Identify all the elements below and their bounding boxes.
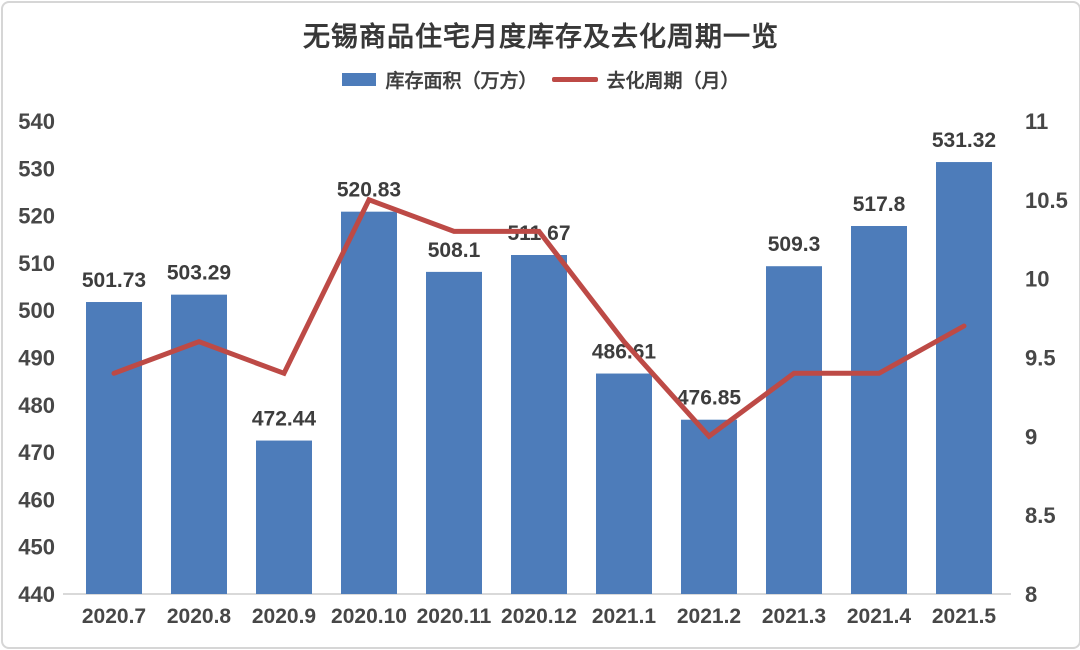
left-axis-tick-470: 470 (18, 440, 55, 465)
right-axis-tick-8.5: 8.5 (1025, 503, 1056, 528)
right-axis-tick-10: 10 (1025, 267, 1049, 292)
bar-2020.7 (86, 302, 142, 594)
legend-item-cycle: 去化周期（月） (551, 66, 740, 93)
left-axis-tick-540: 540 (18, 109, 55, 134)
x-axis-label-2021.3: 2021.3 (762, 605, 826, 628)
left-axis-tick-500: 500 (18, 298, 55, 323)
left-axis-tick-480: 480 (18, 393, 55, 418)
left-axis-tick-510: 510 (18, 251, 55, 276)
bar-label-2020.9: 472.44 (252, 408, 317, 431)
bar-2021.4 (851, 226, 907, 595)
x-axis-label-2020.11: 2020.11 (417, 605, 492, 628)
bar-2021.1 (596, 373, 652, 594)
legend-label-inventory: 库存面积（万方） (385, 71, 538, 92)
left-axis-tick-440: 440 (18, 582, 55, 607)
bar-swatch-icon (342, 73, 377, 86)
x-axis-label-2020.12: 2020.12 (501, 605, 577, 628)
bar-label-2020.7: 501.73 (82, 269, 146, 292)
bar-label-2021.3: 509.3 (768, 233, 821, 256)
bar-label-2020.8: 503.29 (167, 262, 231, 285)
right-axis-tick-9.5: 9.5 (1025, 346, 1056, 371)
right-axis-tick-8: 8 (1025, 582, 1037, 607)
legend-item-inventory: 库存面积（万方） (342, 66, 538, 93)
bar-label-2020.11: 508.1 (428, 239, 481, 262)
x-axis-label-2020.8: 2020.8 (167, 605, 232, 628)
left-axis-tick-460: 460 (18, 487, 55, 512)
bar-2020.9 (256, 440, 312, 594)
bar-label-2020.10: 520.83 (337, 179, 401, 202)
legend: 库存面积（万方） 去化周期（月） (3, 66, 1079, 93)
bar-2020.8 (171, 294, 227, 594)
bar-2020.12 (511, 255, 567, 594)
x-axis-label-2020.9: 2020.9 (252, 605, 316, 628)
bar-2021.5 (936, 162, 992, 594)
chart-title: 无锡商品住宅月度库存及去化周期一览 (303, 22, 779, 52)
x-axis-label-2020.7: 2020.7 (82, 605, 146, 628)
bar-label-2021.2: 476.85 (677, 387, 742, 410)
legend-label-cycle: 去化周期（月） (606, 71, 740, 92)
line-swatch-icon (551, 77, 598, 82)
destocking-cycle-line (111, 196, 967, 440)
combo-chart-plot: 540 530 520 510 500 490 480 470 460 450 440 11 10.5 1… (18, 109, 1068, 628)
x-axis-label-2021.4: 2021.4 (847, 605, 912, 628)
x-axis-label-2020.10: 2020.10 (331, 605, 407, 628)
bar-2021.3 (766, 266, 822, 594)
right-axis-tick-10.5: 10.5 (1025, 188, 1068, 213)
bar-2020.11 (426, 271, 482, 594)
bar-2020.10 (341, 211, 397, 594)
right-axis-tick-11: 11 (1025, 109, 1048, 134)
left-axis-tick-450: 450 (18, 535, 55, 560)
right-axis-tick-9: 9 (1025, 424, 1037, 449)
left-axis-tick-520: 520 (18, 204, 55, 229)
x-axis-label-2021.2: 2021.2 (677, 605, 741, 628)
bar-2021.2 (681, 419, 737, 594)
x-axis-label-2021.1: 2021.1 (592, 605, 657, 628)
left-axis-tick-530: 530 (18, 156, 55, 181)
x-axis-label-2021.5: 2021.5 (932, 605, 997, 628)
left-axis-tick-490: 490 (18, 346, 55, 371)
bar-label-2021.4: 517.8 (853, 193, 906, 216)
bar-label-2021.5: 531.32 (932, 129, 996, 152)
